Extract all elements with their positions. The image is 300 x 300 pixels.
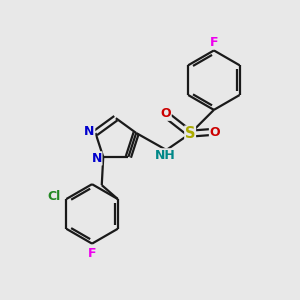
Text: N: N — [92, 152, 102, 165]
Text: Cl: Cl — [47, 190, 60, 202]
Text: O: O — [209, 126, 220, 139]
Text: F: F — [88, 247, 96, 260]
Text: N: N — [84, 125, 95, 138]
Text: S: S — [185, 126, 195, 141]
Text: O: O — [160, 107, 171, 120]
Text: NH: NH — [154, 149, 175, 162]
Text: F: F — [210, 36, 218, 49]
